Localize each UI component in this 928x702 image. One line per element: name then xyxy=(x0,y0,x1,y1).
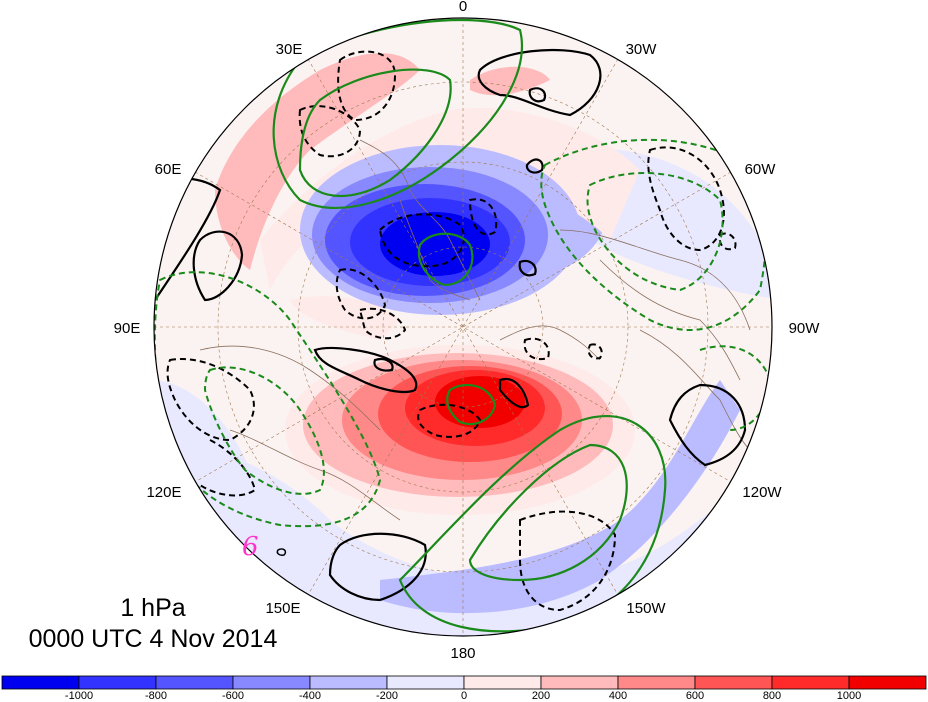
magenta-annotation: 6 xyxy=(242,532,259,562)
colorbar-tick-label: 200 xyxy=(532,690,550,702)
colorbar-tick-label: -400 xyxy=(299,690,321,702)
colorbar-swatch xyxy=(540,675,619,690)
colorbar-swatch xyxy=(78,675,157,690)
lon-label-0: 0 xyxy=(459,0,467,15)
black-dashed-contours xyxy=(166,50,737,612)
black-solid-contours xyxy=(154,48,747,602)
colorbar-tick-label: 400 xyxy=(609,690,627,702)
colorbar-swatch xyxy=(694,675,773,690)
lon-label-60e: 60E xyxy=(155,161,182,178)
longitude-labels: 0 30W 60W 90W 120W 150W 180 150E 120E 90… xyxy=(114,0,821,662)
colorbar-swatch xyxy=(309,675,388,690)
colorbar-swatch xyxy=(1,675,80,690)
time-title: 0000 UTC 4 Nov 2014 xyxy=(29,625,278,653)
lon-label-120e: 120E xyxy=(146,484,181,501)
colorbar-swatch xyxy=(232,675,311,690)
colorbar-swatch xyxy=(771,675,850,690)
map-boundary xyxy=(153,17,773,637)
lon-label-90w: 90W xyxy=(789,320,821,337)
colorbar-tick-label: 0 xyxy=(461,690,467,702)
lon-label-90e: 90E xyxy=(114,320,141,337)
colorbar-swatch xyxy=(155,675,234,690)
lon-label-180: 180 xyxy=(450,645,475,662)
colorbar-swatch xyxy=(386,675,465,690)
lon-label-120w: 120W xyxy=(742,484,782,501)
colorbar-tick-label: 600 xyxy=(686,690,704,702)
level-title: 1 hPa xyxy=(120,594,185,622)
graticule xyxy=(154,18,772,636)
colorbar-tick-label: 800 xyxy=(763,690,781,702)
lon-label-150e: 150E xyxy=(265,600,300,617)
colorbar-tick-label: -200 xyxy=(376,690,398,702)
colorbar-tick-label: -800 xyxy=(145,690,167,702)
coastlines xyxy=(199,139,751,521)
colorbar-tick-label: -1000 xyxy=(65,690,93,702)
colorbar-tick-label: 1000 xyxy=(837,690,861,702)
colorbar-swatch xyxy=(617,675,696,690)
colorbar-swatch xyxy=(463,675,542,690)
lon-label-60w: 60W xyxy=(745,161,777,178)
colorbar: -1000 -800 -600 -400 -200 0 200 400 600 800 1000 xyxy=(1,675,927,702)
lon-label-150w: 150W xyxy=(626,600,666,617)
small-contour xyxy=(276,548,287,556)
green-solid-contours xyxy=(272,18,667,633)
lon-label-30w: 30W xyxy=(626,41,658,58)
lon-label-30e: 30E xyxy=(276,41,303,58)
colorbar-tick-label: -600 xyxy=(222,690,244,702)
colorbar-swatch xyxy=(848,675,927,690)
